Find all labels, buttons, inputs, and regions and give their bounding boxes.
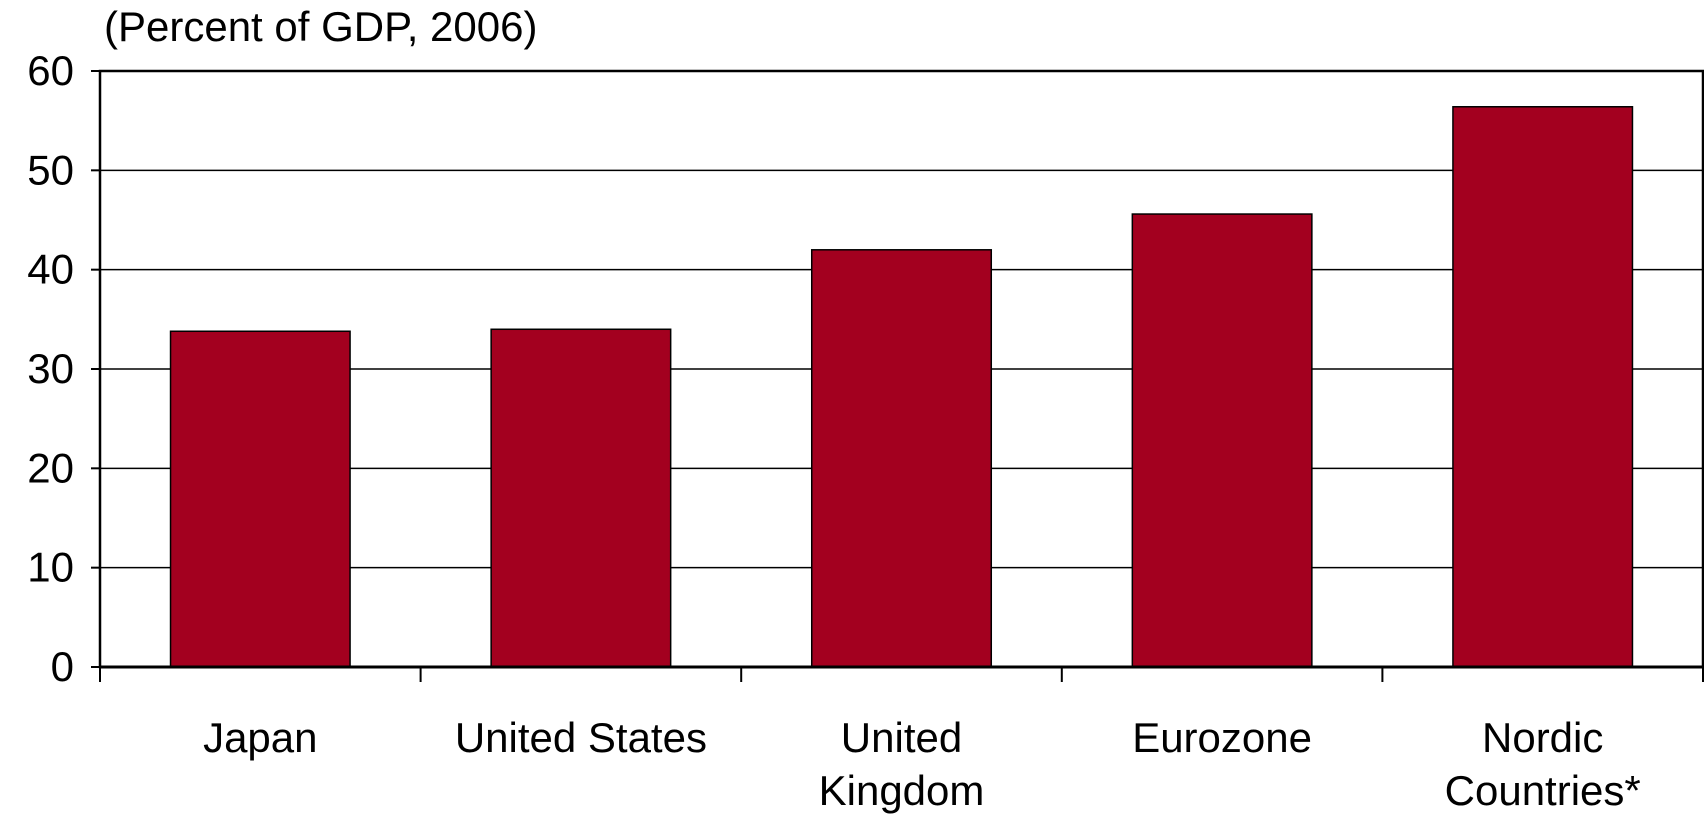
x-tick-label-0: Japan bbox=[203, 714, 317, 761]
x-tick-label-3: Eurozone bbox=[1132, 714, 1312, 761]
x-tick-labels: Japan United States United Kingdom Eurozone N… bbox=[203, 714, 1641, 814]
y-tick-label-40: 40 bbox=[27, 246, 74, 293]
bars bbox=[169, 106, 1634, 668]
x-tick-label-line: United bbox=[841, 714, 962, 761]
bar-eurozone bbox=[1131, 213, 1313, 668]
chart-subtitle: (Percent of GDP, 2006) bbox=[104, 3, 537, 50]
x-tick-label-line: United States bbox=[455, 714, 707, 761]
bar-united-kingdom bbox=[810, 249, 993, 668]
x-tick-label-line: Kingdom bbox=[819, 767, 985, 814]
x-tick-label-line: Nordic bbox=[1482, 714, 1603, 761]
axes bbox=[91, 69, 1704, 682]
y-tick-label-50: 50 bbox=[27, 146, 74, 193]
x-tick-label-line: Japan bbox=[203, 714, 317, 761]
bar-nordic-countries bbox=[1452, 106, 1634, 668]
x-tick-label-line: Eurozone bbox=[1132, 714, 1312, 761]
y-tick-labels: 0 10 20 30 40 50 60 bbox=[27, 47, 74, 690]
x-tick-label-4: Nordic Countries* bbox=[1445, 714, 1641, 814]
bar-japan bbox=[169, 330, 351, 668]
x-tick-label-2: United Kingdom bbox=[819, 714, 985, 814]
x-tick-label-line: Countries* bbox=[1445, 767, 1641, 814]
bar-united-states bbox=[490, 328, 672, 668]
y-tick-label-60: 60 bbox=[27, 47, 74, 94]
y-tick-label-30: 30 bbox=[27, 345, 74, 392]
y-tick-label-20: 20 bbox=[27, 444, 74, 491]
y-tick-label-0: 0 bbox=[51, 643, 74, 690]
x-tick-label-1: United States bbox=[455, 714, 707, 761]
y-tick-label-10: 10 bbox=[27, 544, 74, 591]
